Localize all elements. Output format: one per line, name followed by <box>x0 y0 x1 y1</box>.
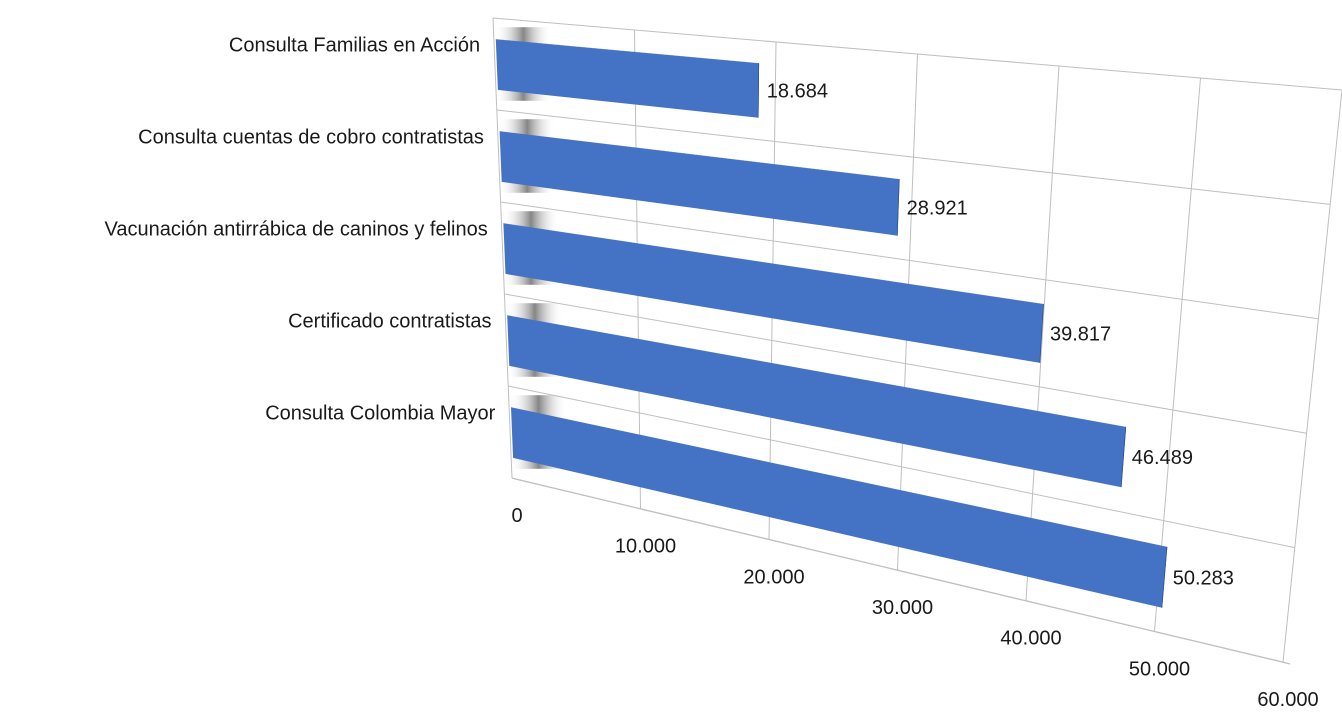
gridline-vertical <box>1025 65 1060 601</box>
gridline-horizontal <box>496 109 1331 205</box>
bar-end-face <box>896 179 900 236</box>
gridline-horizontal <box>508 385 1295 549</box>
bars <box>495 39 1168 608</box>
gridline-vertical <box>492 17 513 479</box>
bar-front-face <box>495 39 760 118</box>
x-tick-label: 60.000 <box>1257 689 1318 711</box>
bar-top-face <box>495 39 760 64</box>
bar-top-face <box>502 223 1044 305</box>
bar-end-face <box>1120 426 1127 488</box>
floor-edge-front <box>518 479 1291 665</box>
category-label: Certificado contratistas <box>288 311 491 333</box>
x-tick-label: 0 <box>511 505 522 527</box>
x-tick-label: 50.000 <box>1129 658 1190 680</box>
bar-front-face <box>503 223 1044 363</box>
gridline-horizontal <box>500 201 1319 320</box>
bar <box>510 407 1168 608</box>
x-tick-label: 10.000 <box>615 536 676 558</box>
data-label: 50.283 <box>1173 567 1234 589</box>
data-label: 39.817 <box>1050 324 1111 346</box>
data-labels: 18.684 28.921 39.817 46.489 50.283 <box>767 80 1234 589</box>
x-tick-labels: 0 10.000 20.000 30.000 40.000 50.000 60.000 <box>511 505 1318 711</box>
data-label: 18.684 <box>767 80 828 102</box>
category-labels: Consulta Familias en Acción Consulta cuen… <box>105 35 496 425</box>
category-label: Consulta Familias en Acción <box>229 35 480 57</box>
x-tick-label: 30.000 <box>872 597 933 619</box>
x-tick-label: 20.000 <box>743 566 804 588</box>
bar-end-face <box>1161 546 1168 608</box>
bar-front-face <box>499 131 900 236</box>
category-label: Vacunación antirrábica de caninos y feli… <box>105 219 488 241</box>
bar-top-face <box>510 407 1168 547</box>
data-label: 28.921 <box>907 197 968 219</box>
x-tick-label: 40.000 <box>1000 628 1061 650</box>
bar <box>506 315 1127 488</box>
category-label: Consulta cuentas de cobro contratistas <box>138 127 484 149</box>
bar-end-face <box>757 63 760 118</box>
gridline-vertical <box>1282 89 1342 663</box>
gridline-vertical <box>1154 77 1201 632</box>
bar-front-face <box>507 315 1127 488</box>
gridline-horizontal <box>492 17 1342 91</box>
bar <box>495 39 760 118</box>
category-label: Consulta Colombia Mayor <box>265 403 495 425</box>
bar-end-face <box>1039 303 1044 363</box>
gridline-horizontal <box>504 293 1307 434</box>
bar <box>502 223 1044 363</box>
bar-top-face <box>498 131 900 180</box>
data-label: 46.489 <box>1132 447 1193 469</box>
bar-front-face <box>511 407 1168 608</box>
floor-edge-left <box>511 477 520 481</box>
bar-top-face <box>506 315 1127 427</box>
bar <box>498 131 900 236</box>
